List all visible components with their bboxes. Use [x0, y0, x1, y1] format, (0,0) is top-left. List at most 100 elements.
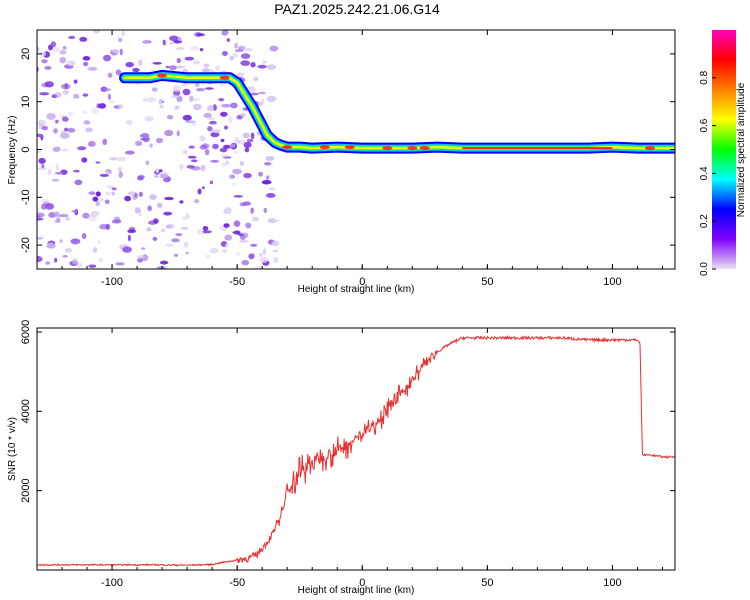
noise-speckle	[95, 201, 100, 207]
noise-speckle	[124, 195, 132, 202]
noise-speckle	[40, 199, 50, 202]
spectral-ridge-peak	[344, 145, 355, 150]
noise-speckle	[147, 205, 152, 212]
noise-speckle	[82, 111, 87, 114]
noise-speckle	[187, 155, 197, 159]
noise-speckle	[46, 113, 56, 120]
noise-speckle	[165, 65, 170, 69]
noise-speckle	[95, 161, 101, 164]
noise-speckle	[156, 202, 163, 208]
noise-speckle	[82, 93, 89, 97]
noise-speckle	[221, 50, 228, 57]
noise-speckle	[134, 192, 138, 198]
noise-speckle	[152, 236, 158, 241]
noise-speckle	[192, 103, 202, 111]
noise-speckle	[271, 240, 280, 247]
noise-speckle	[127, 191, 137, 196]
noise-speckle	[138, 213, 143, 217]
noise-speckle	[71, 209, 78, 213]
noise-speckle	[138, 59, 143, 66]
noise-speckle	[66, 60, 76, 67]
noise-speckle	[85, 127, 93, 133]
noise-speckle	[144, 115, 154, 122]
noise-speckle	[259, 256, 269, 263]
noise-speckle	[204, 87, 214, 90]
noise-speckle	[156, 137, 163, 144]
snr-y-tick-label: 6000	[20, 320, 32, 344]
noise-speckle	[109, 156, 118, 161]
noise-speckle	[92, 30, 101, 34]
noise-speckle	[204, 254, 211, 258]
noise-speckle	[134, 207, 141, 214]
snr-x-label: Height of straight line (km)	[298, 585, 415, 596]
noise-speckle	[97, 240, 101, 245]
noise-speckle	[240, 53, 251, 60]
noise-speckle	[243, 172, 252, 179]
noise-speckle	[55, 163, 59, 171]
noise-speckle	[95, 191, 101, 197]
noise-speckle	[224, 207, 232, 213]
noise-speckle	[185, 251, 189, 255]
noise-speckle	[67, 111, 73, 117]
noise-speckle	[111, 187, 117, 191]
spectral-ridge-peak	[419, 146, 430, 151]
noise-speckle	[52, 46, 60, 53]
noise-speckle	[250, 62, 256, 68]
noise-speckle	[117, 166, 123, 173]
noise-speckle	[222, 144, 231, 149]
noise-speckle	[90, 210, 100, 218]
noise-speckle	[272, 219, 280, 222]
snr-x-tick-label: 50	[481, 577, 493, 589]
noise-speckle	[117, 104, 124, 109]
noise-speckle	[127, 234, 131, 242]
spectrogram-y-tick-label: 0	[20, 146, 32, 152]
noise-speckle	[163, 211, 173, 216]
noise-speckle	[154, 175, 159, 178]
snr-y-tick-label: 2000	[20, 478, 32, 502]
spectrogram-x-ticks: -100 -50 0 50 100	[36, 30, 663, 288]
noise-speckle	[199, 47, 204, 52]
noise-speckle	[153, 218, 159, 224]
snr-panel: -100 -50 0 50 100 2000 4000 6000 Height of str…	[7, 320, 676, 596]
noise-speckle	[257, 64, 267, 69]
noise-speckle	[175, 233, 183, 237]
colorbar-gradient	[712, 30, 736, 269]
noise-speckle	[79, 36, 88, 42]
noise-speckle	[236, 72, 244, 77]
colorbar-tick-label: 0.6	[699, 118, 710, 132]
noise-speckle	[164, 196, 174, 201]
noise-speckle	[246, 138, 254, 143]
spectrogram-y-ticks: -20 -10 0 10 20	[20, 48, 675, 253]
noise-speckle	[101, 88, 112, 92]
noise-speckle	[169, 65, 177, 71]
noise-speckle	[50, 41, 57, 48]
noise-speckle	[41, 59, 48, 64]
noise-speckle	[268, 187, 276, 191]
noise-speckle	[37, 255, 43, 263]
colorbar: 0.0 0.2 0.4 0.6 0.8 Normalized spectral ampl…	[699, 30, 747, 276]
noise-speckle	[196, 228, 207, 236]
noise-speckle	[103, 54, 112, 62]
noise-speckle	[220, 83, 224, 87]
spectral-ridge-peak	[219, 75, 230, 80]
noise-speckle	[203, 112, 212, 118]
noise-speckle	[254, 266, 262, 269]
noise-speckle	[245, 222, 252, 229]
noise-speckle	[96, 103, 100, 109]
noise-speckle	[231, 182, 236, 187]
noise-speckle	[54, 171, 64, 175]
noise-speckle	[228, 116, 233, 123]
noise-speckle	[199, 144, 208, 150]
noise-speckle	[59, 56, 67, 64]
noise-speckle	[91, 107, 99, 115]
noise-speckle	[54, 211, 60, 217]
noise-speckle	[61, 148, 69, 152]
noise-speckle	[87, 140, 96, 147]
noise-speckle	[174, 253, 178, 257]
noise-speckle	[104, 199, 110, 204]
noise-speckle	[105, 191, 112, 196]
noise-speckle	[273, 256, 279, 264]
noise-speckle	[37, 217, 44, 221]
spectrogram-x-tick-label: 0	[359, 276, 365, 288]
